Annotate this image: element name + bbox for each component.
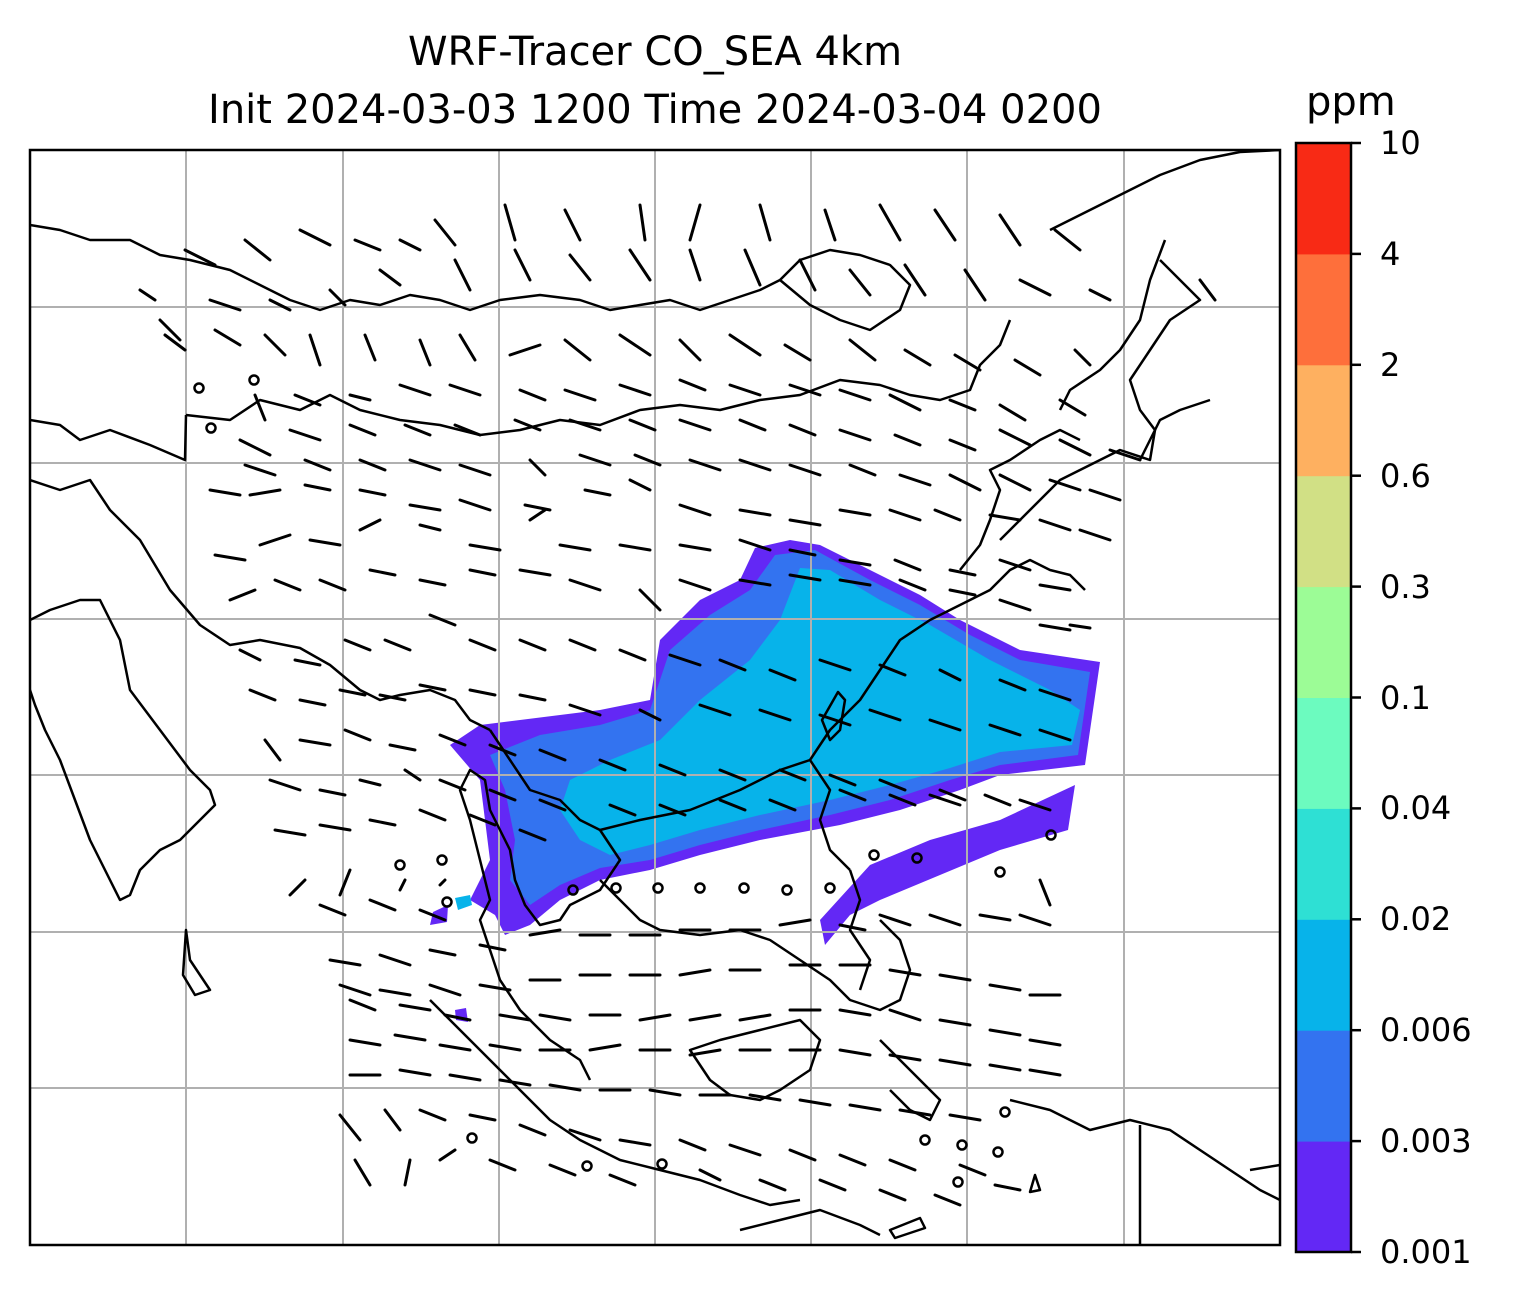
coastlines [30,150,1280,1245]
chart-title-line1: WRF-Tracer CO_SEA 4km [407,29,903,75]
colorbar [1296,143,1351,1253]
colorbar-swatch-3 [1296,808,1351,920]
colorbar-tick-label: 0.02 [1380,900,1452,939]
colorbar-swatch-8 [1296,253,1351,366]
colorbar-swatch-7 [1296,364,1351,477]
plume-band-south [820,785,1075,945]
colorbar-swatch-2 [1296,919,1351,1031]
colorbar-tick-label: 10 [1380,124,1421,162]
colorbar-tick-label: 4 [1380,234,1401,273]
chart-title-line2: Init 2024-03-03 1200 Time 2024-03-04 020… [208,87,1102,133]
calm-wind-markers [193,374,1057,1188]
colorbar-swatch-0 [1296,1141,1351,1253]
colorbar-swatch-5 [1296,586,1351,698]
colorbar-swatch-9 [1296,143,1351,255]
colorbar-swatch-6 [1296,475,1351,588]
plume-level-0.006 [560,568,1080,855]
colorbar-unit-label: ppm [1306,79,1396,125]
colorbar-tick-label: 0.1 [1380,678,1431,717]
colorbar-tick-label: 0.6 [1380,456,1431,495]
colorbar-swatch-1 [1296,1030,1351,1142]
colorbar-swatch-4 [1296,697,1351,809]
plume-speck [455,895,472,910]
colorbar-tick-label: 2 [1380,345,1401,384]
colorbar-ticks [1351,141,1361,1254]
colorbar-tick-label: 0.04 [1380,789,1452,828]
map-frame [28,148,1282,1247]
colorbar-tick-label: 0.3 [1380,567,1431,606]
colorbar-tick-label: 0.006 [1380,1011,1472,1050]
tracer-plume [430,540,1100,1022]
colorbar-tick-label: 0.001 [1380,1233,1472,1271]
colorbar-tick-label: 0.003 [1380,1122,1472,1161]
gridlines [30,150,1280,1245]
wind-barbs [138,203,1217,1207]
